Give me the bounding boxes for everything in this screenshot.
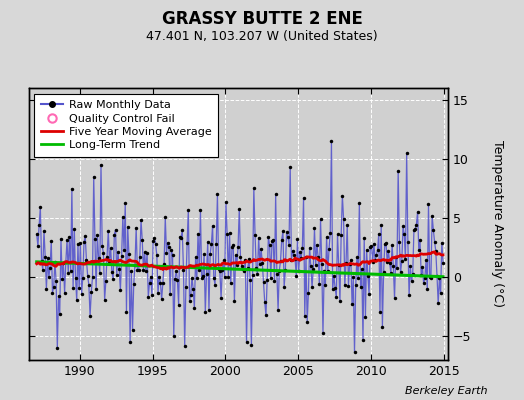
Text: 47.401 N, 103.207 W (United States): 47.401 N, 103.207 W (United States)	[146, 30, 378, 43]
Text: GRASSY BUTTE 2 ENE: GRASSY BUTTE 2 ENE	[161, 10, 363, 28]
Y-axis label: Temperature Anomaly (°C): Temperature Anomaly (°C)	[491, 140, 504, 308]
Legend: Raw Monthly Data, Quality Control Fail, Five Year Moving Average, Long-Term Tren: Raw Monthly Data, Quality Control Fail, …	[35, 94, 218, 157]
Text: Berkeley Earth: Berkeley Earth	[405, 386, 487, 396]
